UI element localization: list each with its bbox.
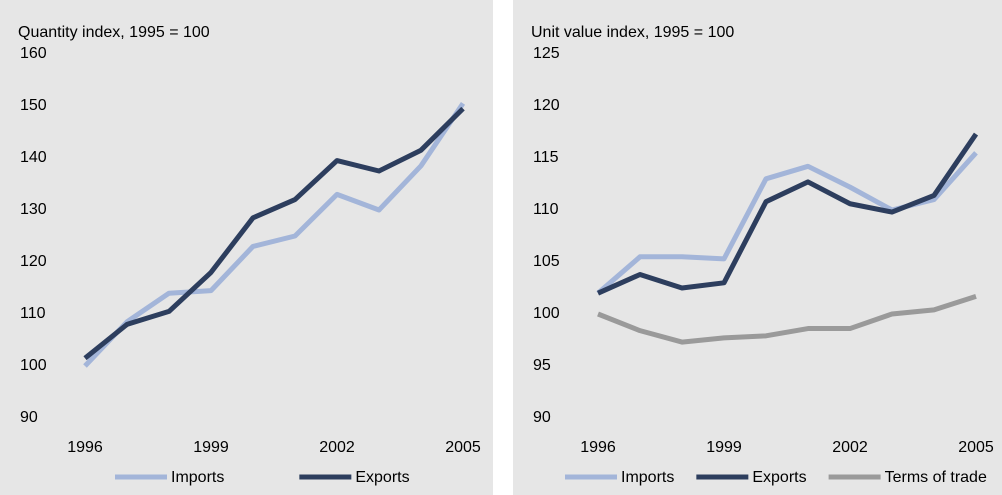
legend-label: Imports [621, 469, 674, 486]
y-tick-label: 120 [533, 97, 560, 114]
y-tick-label: 115 [533, 149, 559, 166]
y-tick-label: 95 [533, 357, 551, 374]
axis-label: Unit value index, 1995 = 100 [531, 24, 734, 41]
x-tick-label: 1996 [580, 439, 616, 456]
series-line [597, 293, 977, 345]
x-tick-label: 1999 [706, 439, 742, 456]
legend-label: Terms of trade [885, 469, 987, 486]
y-tick-label: 90 [533, 409, 551, 426]
x-tick-label: 2002 [832, 439, 868, 456]
series-line [83, 102, 466, 368]
panel [0, 0, 493, 495]
y-tick-label: 90 [20, 409, 38, 426]
axis-label: Quantity index, 1995 = 100 [18, 24, 210, 41]
y-tick-label: 110 [20, 305, 46, 322]
y-tick-label: 105 [533, 253, 560, 270]
panel [513, 0, 1002, 495]
x-tick-label: 2002 [319, 439, 355, 456]
y-tick-label: 110 [533, 201, 559, 218]
y-tick-label: 120 [20, 253, 47, 270]
y-tick-label: 125 [533, 45, 560, 62]
y-tick-label: 160 [20, 45, 47, 62]
y-tick-label: 140 [20, 149, 47, 166]
x-tick-label: 2005 [958, 439, 994, 456]
x-tick-label: 2005 [445, 439, 481, 456]
legend-label: Exports [752, 469, 806, 486]
y-tick-label: 130 [20, 201, 47, 218]
series-line [83, 106, 465, 361]
legend-label: Exports [355, 469, 409, 486]
series-line [596, 132, 979, 296]
y-tick-label: 100 [20, 357, 47, 374]
legend-label: Imports [171, 469, 224, 486]
y-tick-label: 100 [533, 305, 560, 322]
y-tick-label: 150 [20, 97, 47, 114]
x-tick-label: 1999 [193, 439, 229, 456]
x-tick-label: 1996 [67, 439, 103, 456]
